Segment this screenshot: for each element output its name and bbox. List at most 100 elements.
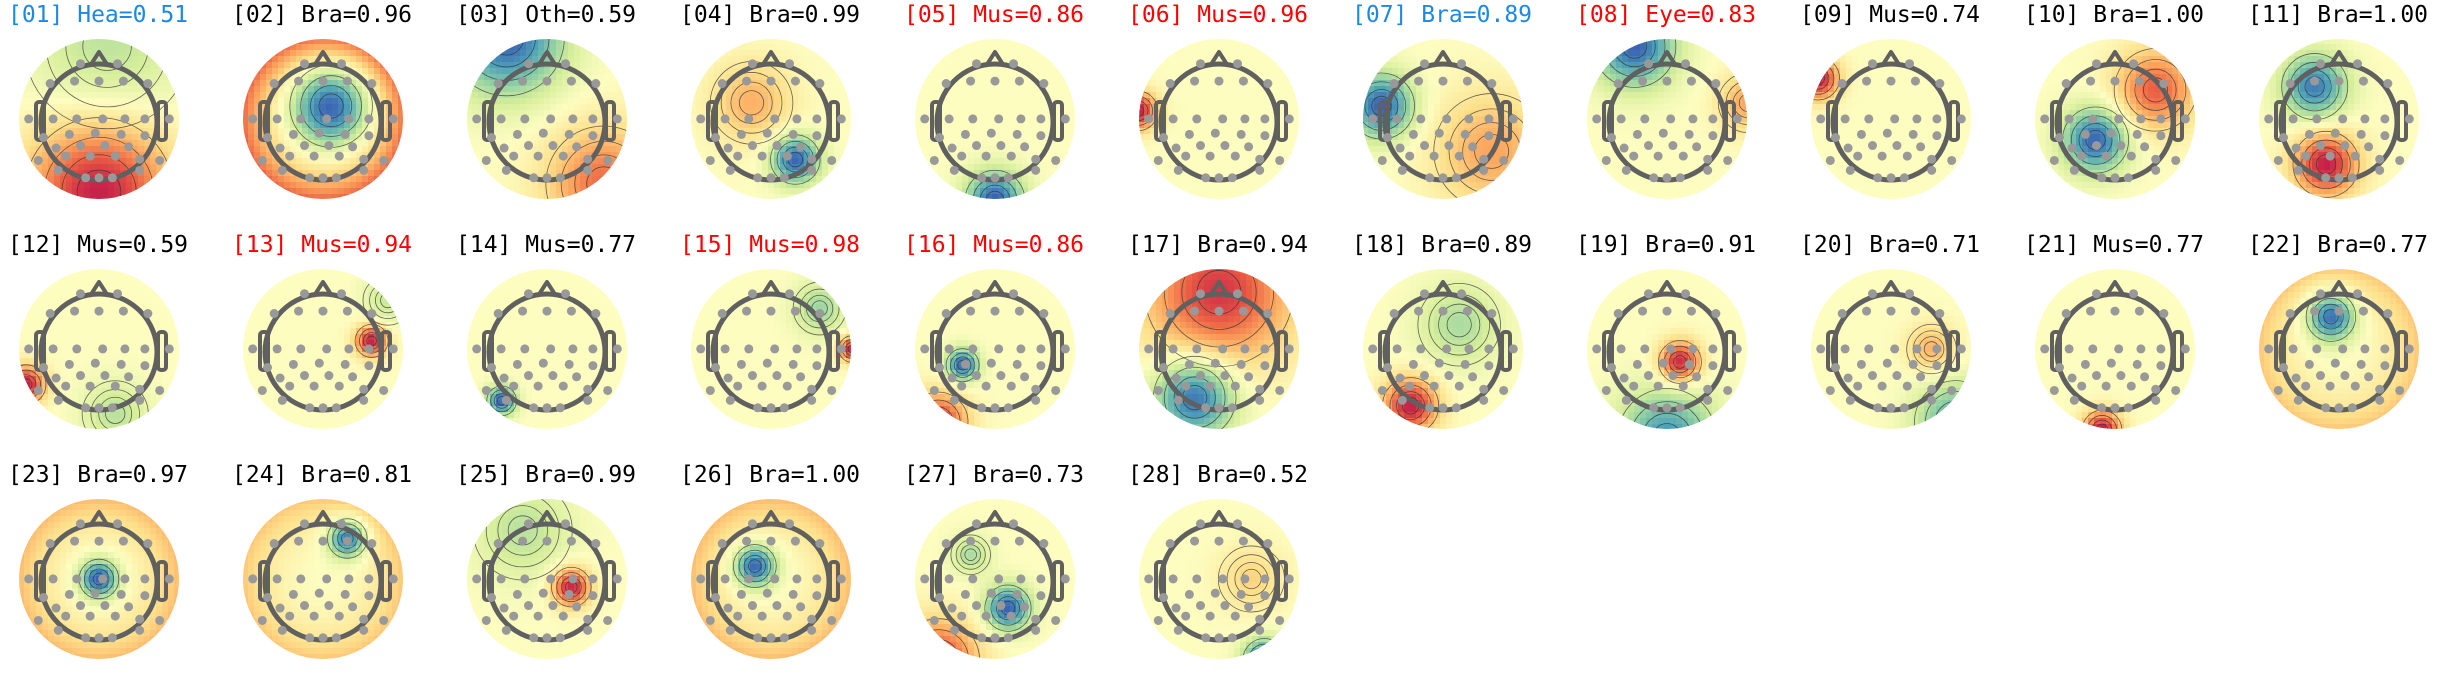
sensor-dot <box>1935 79 1944 88</box>
sensor-dot <box>807 155 816 164</box>
sensor-dot <box>472 114 481 123</box>
sensor-dot <box>359 626 368 635</box>
sensor-dot <box>815 539 824 548</box>
sensor-dot <box>1154 616 1163 625</box>
sensor-dot <box>278 166 287 175</box>
sensor-dot <box>140 361 149 370</box>
sensor-dot <box>935 593 944 602</box>
sensor-dot <box>1640 114 1649 123</box>
sensor-dot <box>524 289 533 298</box>
sensor-dot <box>1285 344 1294 353</box>
sensor-dot <box>1468 372 1477 381</box>
sensor-dot <box>706 616 715 625</box>
sensor-dot <box>2274 156 2283 165</box>
sensor-dot <box>2111 403 2120 412</box>
sensor-dot <box>296 344 305 353</box>
sensor-dot <box>1231 152 1240 161</box>
sensor-dot <box>1169 344 1178 353</box>
sensor-dot <box>812 344 821 353</box>
sensor-dot <box>942 539 951 548</box>
sensor-dot <box>2127 152 2136 161</box>
sensor-dot <box>1263 309 1272 318</box>
sensor-dot <box>76 289 85 298</box>
sensor-dot <box>1260 114 1269 123</box>
sensor-dot <box>2364 142 2373 151</box>
sensor-dot <box>2050 386 2059 395</box>
sensor-dot <box>742 307 751 316</box>
sensor-dot <box>1036 591 1045 600</box>
sensor-dot <box>1663 403 1672 412</box>
sensor-dot <box>1499 156 1508 165</box>
sensor-dot <box>248 574 257 583</box>
sensor-dot <box>1039 539 1048 548</box>
sensor-dot <box>1607 133 1616 142</box>
sensor-dot <box>1368 114 1377 123</box>
sensor-dot <box>1676 403 1685 412</box>
component-title: [16] Mus=0.86 <box>904 232 1084 258</box>
sensor-dot <box>2124 403 2133 412</box>
sensor-dot <box>1206 382 1215 391</box>
component-title: [12] Mus=0.59 <box>8 232 188 258</box>
sensor-dot <box>1909 360 1918 369</box>
sensor-dot <box>1844 374 1853 383</box>
sensor-dot <box>2286 309 2295 318</box>
sensor-dot <box>1228 403 1237 412</box>
sensor-dot <box>827 386 836 395</box>
sensor-dot <box>348 372 357 381</box>
sensor-dot <box>46 79 55 88</box>
sensor-dot <box>1617 344 1626 353</box>
sensor-dot <box>2151 396 2160 405</box>
sensor-dot <box>276 604 285 613</box>
sensor-dot <box>310 152 319 161</box>
sensor-dot <box>2111 77 2120 86</box>
sensor-dot <box>767 633 776 642</box>
sensor-dot <box>1051 386 1060 395</box>
sensor-dot <box>165 114 174 123</box>
sensor-dot <box>2050 156 2059 165</box>
sensor-dot <box>807 615 816 624</box>
sensor-dot <box>1185 130 1194 139</box>
sensor-dot <box>770 344 779 353</box>
sensor-dot <box>1255 626 1264 635</box>
sensor-dot <box>1196 141 1205 150</box>
sensor-dot <box>1039 309 1048 318</box>
sensor-dot <box>1031 396 1040 405</box>
sensor-dot <box>1190 307 1199 316</box>
sensor-dot <box>2264 114 2273 123</box>
component-cell: [12] Mus=0.59 <box>8 230 232 460</box>
sensor-dot <box>1396 374 1405 383</box>
component-title: [09] Mus=0.74 <box>1800 2 1980 28</box>
sensor-dot <box>2070 166 2079 175</box>
sensor-dot <box>100 371 109 380</box>
sensor-dot <box>2136 344 2145 353</box>
topomap <box>914 498 1076 660</box>
sensor-dot <box>2151 166 2160 175</box>
sensor-dot <box>1457 289 1466 298</box>
sensor-dot <box>367 309 376 318</box>
sensor-dot <box>322 574 331 583</box>
sensor-dot <box>972 141 981 150</box>
sensor-dot <box>991 633 1000 642</box>
sensor-dot <box>1211 359 1220 368</box>
component-cell: [18] Bra=0.89 <box>1352 230 1576 460</box>
sensor-dot <box>124 602 133 611</box>
sensor-dot <box>1932 114 1941 123</box>
sensor-dot <box>942 79 951 88</box>
sensor-dot <box>1887 307 1896 316</box>
sensor-dot <box>315 589 324 598</box>
component-title: [13] Mus=0.94 <box>232 232 412 258</box>
component-title: [19] Bra=0.91 <box>1576 232 1756 258</box>
topomap <box>2034 268 2196 430</box>
sensor-dot <box>70 77 79 86</box>
sensor-dot <box>556 633 565 642</box>
sensor-dot <box>1883 359 1892 368</box>
sensor-dot <box>1196 601 1205 610</box>
sensor-dot <box>513 590 522 599</box>
sensor-dot <box>1237 130 1246 139</box>
sensor-dot <box>767 173 776 182</box>
sensor-dot <box>1892 371 1901 380</box>
sensor-dot <box>748 141 757 150</box>
sensor-dot <box>1868 289 1877 298</box>
sensor-dot <box>767 537 776 546</box>
sensor-dot <box>285 612 294 621</box>
